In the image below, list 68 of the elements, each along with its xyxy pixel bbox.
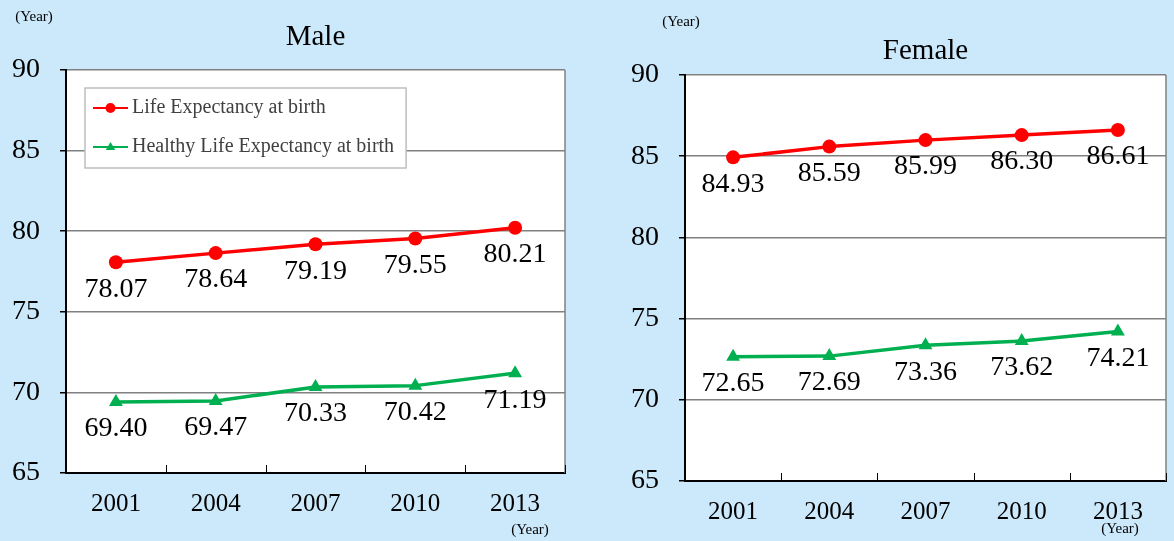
point (1110, 323, 1125, 336)
data-label: 85.99 (894, 149, 957, 181)
y-tick-label: 65 (631, 463, 659, 495)
legend-label: Life Expectancy at birth (132, 95, 326, 119)
point (1014, 128, 1029, 143)
y-axis-title: (Year) (15, 7, 53, 25)
y-tick-label: 75 (12, 294, 40, 326)
data-label: 84.93 (701, 166, 765, 198)
x-tick-label: 2004 (804, 496, 855, 524)
point (918, 337, 933, 350)
point (726, 348, 741, 361)
data-label: 80.21 (483, 237, 547, 269)
y-tick-label: 70 (631, 382, 659, 414)
legend-label: Healthy Life Expectancy at birth (132, 134, 395, 158)
y-tick-label: 80 (631, 219, 659, 251)
data-label: 69.47 (184, 410, 248, 442)
x-tick-label: 2007 (900, 496, 951, 524)
y-tick-label: 85 (12, 132, 40, 164)
x-tick-label: 2001 (90, 488, 141, 516)
x-tick-label: 2001 (708, 496, 759, 524)
point (308, 237, 323, 252)
point (308, 379, 323, 392)
y-tick-label: 75 (631, 300, 659, 332)
data-label: 70.42 (383, 394, 447, 426)
data-label: 79.19 (284, 253, 347, 285)
y-tick-label: 70 (12, 374, 40, 406)
x-axis-title: (Year) (511, 520, 549, 538)
data-label: 74.21 (1086, 340, 1150, 372)
point (408, 231, 423, 246)
data-label: 86.61 (1086, 139, 1150, 171)
point (918, 133, 933, 148)
y-axis-title: (Year) (662, 12, 700, 30)
point (508, 220, 523, 235)
point (108, 394, 123, 407)
data-label: 69.40 (84, 411, 148, 443)
point (408, 377, 423, 390)
x-tick-label: 2004 (190, 488, 242, 516)
point (108, 255, 123, 270)
point (726, 150, 741, 165)
chart-title: Female (882, 32, 969, 65)
x-tick-label: 2013 (490, 488, 541, 516)
data-label: 85.59 (797, 155, 861, 187)
x-tick-label: 2007 (290, 488, 341, 516)
point (508, 365, 523, 378)
point (822, 348, 837, 361)
data-label: 79.55 (383, 247, 447, 279)
point (1014, 333, 1029, 346)
data-label: 73.36 (894, 354, 957, 386)
data-label: 72.65 (701, 366, 765, 398)
data-label: 71.19 (483, 382, 547, 414)
chart-title: Male (285, 18, 346, 51)
data-label: 72.69 (797, 365, 861, 397)
y-tick-label: 65 (12, 455, 40, 487)
data-label: 73.62 (990, 350, 1054, 382)
data-label: 78.07 (84, 271, 148, 303)
y-tick-label: 80 (12, 213, 40, 245)
y-tick-label: 90 (12, 52, 40, 84)
point (208, 392, 223, 405)
point (822, 139, 837, 154)
data-label: 70.33 (284, 396, 347, 428)
y-tick-label: 90 (631, 57, 659, 89)
point (1110, 123, 1125, 138)
point (208, 246, 223, 261)
x-tick-label: 2010 (996, 496, 1047, 524)
data-label: 86.30 (990, 144, 1054, 176)
y-tick-label: 85 (631, 138, 659, 170)
data-label: 78.64 (184, 262, 248, 294)
x-tick-label: 2010 (390, 488, 441, 516)
